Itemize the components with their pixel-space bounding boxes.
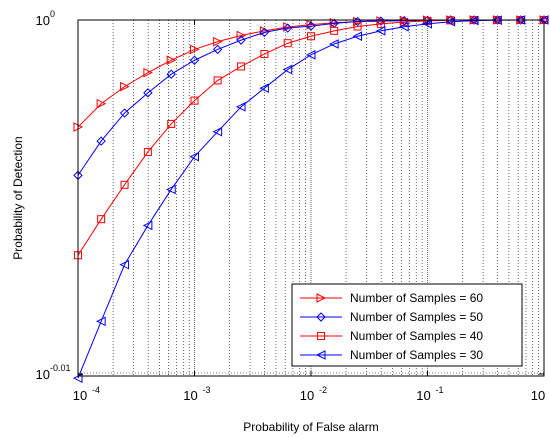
y-tick-exponent: 0 — [50, 9, 55, 19]
data-point — [97, 215, 106, 224]
legend-label: Number of Samples = 30 — [350, 348, 483, 362]
series-line — [77, 19, 544, 379]
data-point — [305, 50, 316, 60]
legend-label: Number of Samples = 50 — [350, 310, 483, 324]
data-point — [237, 62, 246, 71]
legend-entry: Number of Samples = 60 — [300, 291, 483, 305]
data-point — [236, 35, 246, 45]
data-point — [190, 44, 200, 55]
legend-marker — [315, 350, 326, 360]
data-point — [166, 184, 176, 195]
data-point — [236, 30, 247, 41]
data-point — [282, 64, 293, 75]
y-tick-exponent: -0.01 — [50, 363, 71, 373]
legend-entry: Number of Samples = 50 — [300, 310, 483, 324]
data-point — [235, 102, 246, 112]
legend-marker — [316, 293, 327, 303]
data-point — [307, 32, 315, 41]
data-point — [166, 69, 176, 79]
data-point — [167, 119, 176, 128]
x-tick-label: 10 — [416, 388, 430, 403]
data-point — [143, 88, 153, 98]
data-point — [119, 259, 130, 270]
data-point — [259, 83, 269, 93]
data-point — [283, 22, 293, 32]
data-point — [468, 15, 479, 26]
data-point — [142, 220, 153, 231]
data-point — [120, 180, 129, 189]
x-tick-exponent: -1 — [436, 385, 444, 395]
data-point — [329, 39, 339, 49]
legend: Number of Samples = 60 Number of Samples … — [291, 283, 523, 367]
data-point — [282, 23, 293, 33]
x-tick-label: 10 — [531, 388, 545, 403]
data-point — [352, 31, 363, 42]
legend-entry: Number of Samples = 40 — [300, 329, 483, 343]
x-tick-exponent: -4 — [92, 385, 100, 395]
y-axis-label: Probability of Detection — [11, 136, 25, 259]
data-point — [96, 98, 107, 109]
data-point — [190, 96, 199, 105]
data-point — [375, 26, 386, 36]
data-point — [212, 44, 223, 55]
data-point — [189, 55, 200, 65]
data-point — [260, 50, 269, 59]
data-point — [399, 21, 409, 32]
x-tick-label: 10 — [73, 388, 87, 403]
data-point — [96, 316, 106, 327]
y-tick-label: 10 — [36, 13, 50, 28]
data-point — [283, 39, 292, 48]
x-axis-label: Probability of False alarm — [243, 420, 378, 434]
data-point — [143, 147, 152, 156]
data-point — [353, 22, 362, 31]
data-point — [143, 67, 154, 78]
data-point — [306, 21, 316, 31]
data-point — [213, 36, 223, 47]
legend-marker — [317, 332, 325, 340]
x-tick-label: 10 — [183, 388, 197, 403]
data-point — [330, 26, 339, 35]
data-point — [212, 126, 223, 137]
legend-marker — [316, 312, 326, 322]
data-point — [400, 18, 409, 27]
y-tick-label: 10 — [36, 367, 50, 382]
legend-label: Number of Samples = 60 — [350, 291, 483, 305]
data-point — [119, 108, 130, 118]
data-point — [259, 27, 270, 38]
legend-entry: Number of Samples = 30 — [300, 348, 483, 362]
data-point — [213, 76, 222, 85]
legend-label: Number of Samples = 40 — [350, 329, 483, 343]
data-point — [189, 151, 199, 162]
data-point — [166, 55, 177, 66]
x-tick-exponent: -3 — [203, 385, 211, 395]
x-tick-exponent: -2 — [319, 385, 327, 395]
x-tick-label: 10 — [300, 388, 314, 403]
data-point — [96, 136, 106, 146]
data-point — [120, 81, 130, 92]
